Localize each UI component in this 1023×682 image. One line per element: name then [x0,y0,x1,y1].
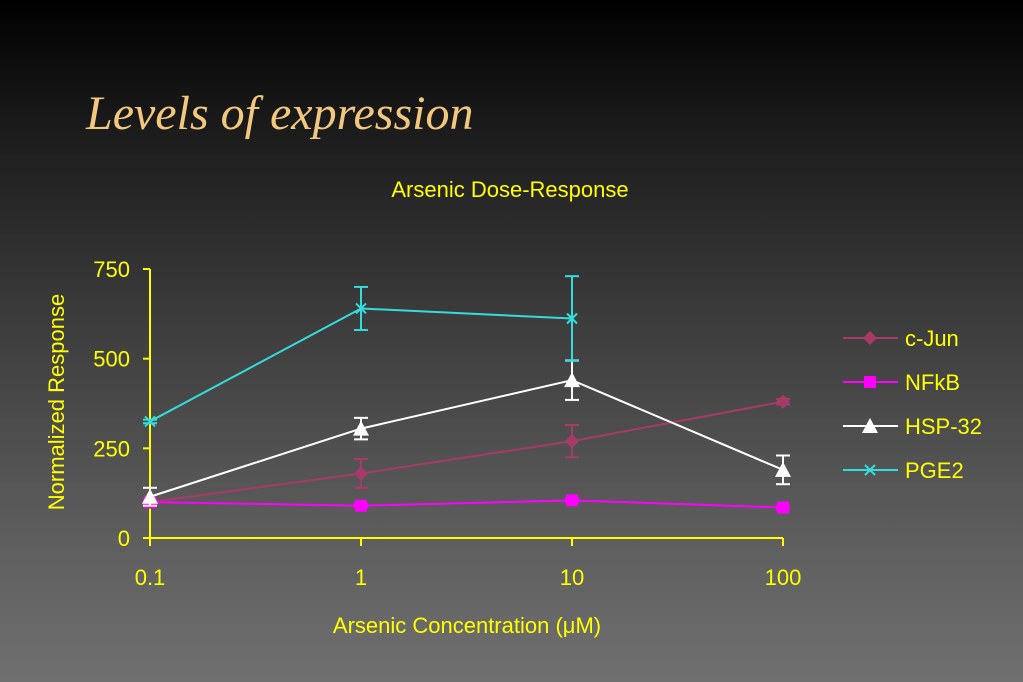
data-point-hsp32 [353,420,369,436]
data-point-c_jun [565,434,579,449]
legend-label: c-Jun [905,326,959,351]
data-point-hsp32 [564,372,580,388]
data-point-pge2 [566,312,578,325]
legend-item-hsp32: HSP-32 [843,414,982,439]
legend-marker [863,331,877,345]
data-point-pge2 [355,302,367,315]
axes: 0 250 500 750 0.1 1 10 100 [93,257,801,590]
y-tick-label: 750 [93,257,130,282]
x-axis-label: Arsenic Concentration (μM) [333,613,601,638]
data-point-pge2 [144,415,156,428]
y-axis-label: Normalized Response [44,294,69,510]
legend: c-Jun NFkB HSP-32 PGE2 [843,326,982,483]
legend-label: PGE2 [905,458,964,483]
data-point-nfkb [777,501,789,514]
x-tick-label: 10 [560,565,584,590]
data-point-c_jun [354,466,368,481]
series-hsp32 [142,359,791,507]
series-c_jun [143,394,790,510]
legend-item-pge2: PGE2 [843,458,964,483]
legend-label: HSP-32 [905,414,982,439]
series-line-c_jun [149,400,784,504]
data-point-hsp32 [775,461,791,477]
data-point-c_jun [776,394,790,409]
chart-title: Arsenic Dose-Response [391,177,628,202]
legend-label: NFkB [905,370,960,395]
series-layer [142,275,791,514]
series-line-nfkb [149,499,784,509]
data-point-hsp32 [142,488,158,504]
series-nfkb [143,494,790,514]
y-tick-label: 500 [93,347,130,372]
legend-item-nfkb: NFkB [843,370,960,395]
legend-marker-stroke [864,464,876,476]
data-point-pge2-stroke [144,415,156,428]
data-point-nfkb [566,494,578,507]
legend-marker [862,418,878,433]
x-tick-label: 0.1 [135,565,166,590]
data-point-nfkb [355,499,367,512]
data-point-pge2-stroke [355,302,367,315]
y-tick-label: 250 [93,436,130,461]
slide-title: Levels of expression [86,87,474,140]
series-pge2 [143,275,579,428]
x-tick-label: 100 [765,565,802,590]
legend-item-c_jun: c-Jun [843,326,959,351]
x-tick-label: 1 [355,565,367,590]
y-tick-label: 0 [118,526,130,551]
data-point-pge2-stroke [566,312,578,325]
legend-marker [864,464,876,476]
legend-marker [864,376,876,388]
series-line-hsp32 [149,379,784,498]
